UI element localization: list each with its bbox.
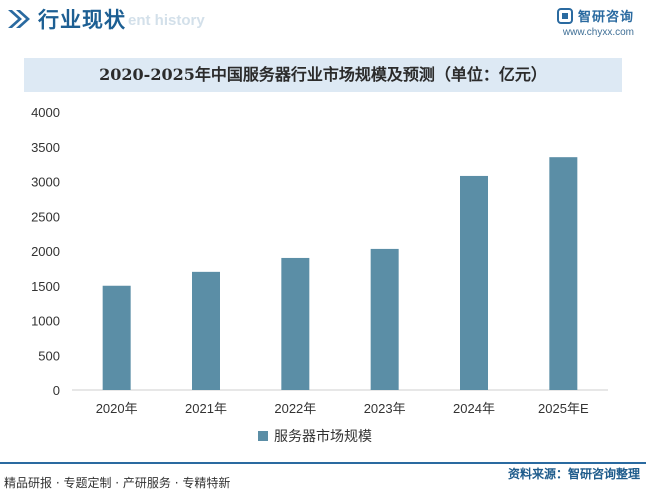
footer-divider [0, 462, 646, 464]
chart-title: 2020-2025年中国服务器行业市场规模及预测（单位：亿元） [24, 58, 622, 92]
bar [370, 248, 399, 390]
legend-label: 服务器市场规模 [274, 428, 372, 445]
bar [192, 271, 220, 390]
x-tick-label: 2023年 [364, 401, 406, 416]
data-source: 资料来源：智研咨询整理 [507, 467, 640, 481]
bar [281, 257, 310, 390]
brand-name: 智研咨询 [577, 10, 634, 25]
x-tick-label: 2021年 [185, 401, 227, 416]
legend-swatch [258, 431, 268, 441]
bar [460, 175, 488, 390]
x-tick-label: 2022年 [274, 401, 316, 416]
y-tick-label: 3500 [31, 140, 60, 155]
y-tick-label: 2500 [31, 209, 60, 224]
y-tick-label: 1000 [31, 314, 60, 329]
double-chevron-icon [8, 10, 30, 28]
section-subtitle: ent history [128, 12, 205, 29]
y-tick-label: 3000 [31, 175, 60, 190]
footer-tagline: 精品研报 · 专题定制 · 产研服务 · 专精特新 [4, 476, 231, 490]
brand-url: www.chyxx.com [562, 27, 634, 38]
y-tick-label: 0 [53, 383, 60, 398]
y-tick-label: 1500 [31, 279, 60, 294]
bar [549, 157, 578, 390]
x-tick-label: 2025年E [538, 401, 589, 416]
brand-block: 智研咨询 www.chyxx.com [556, 6, 634, 38]
x-tick-label: 2024年 [453, 401, 495, 416]
y-tick-label: 2000 [31, 244, 60, 259]
section-title: 行业现状 [38, 8, 126, 32]
brand-logo-icon [556, 7, 573, 24]
bar [102, 285, 131, 390]
page-header: 行业现状 ent history 智研咨询 www.chyxx.com [0, 0, 646, 44]
x-tick-label: 2020年 [96, 401, 138, 416]
y-tick-label: 4000 [31, 105, 60, 120]
y-tick-label: 500 [38, 348, 60, 363]
